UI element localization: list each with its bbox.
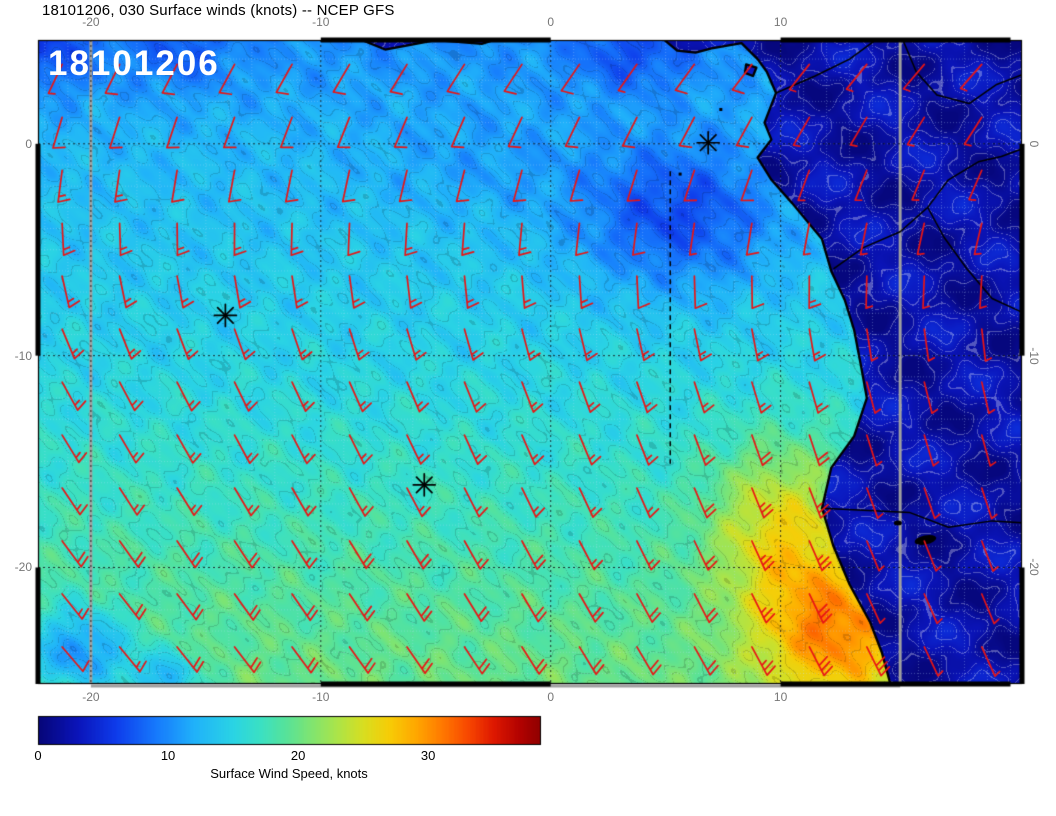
colorbar-tick-0: 0 xyxy=(34,748,42,763)
lon-tick-bottom-2: 0 xyxy=(547,690,555,704)
lat-tick-left-1: -10 xyxy=(14,348,32,363)
lon-tick-bottom-3: 10 xyxy=(773,690,788,704)
lat-tick-right-1: -10 xyxy=(1027,346,1041,365)
lat-tick-left-2: -20 xyxy=(14,560,32,575)
lat-tick-right-2: -20 xyxy=(1027,558,1041,577)
colorbar-tick-3: 30 xyxy=(420,748,436,763)
lat-tick-left-0: 0 xyxy=(25,136,32,151)
date-stamp-overlay: 18101206 xyxy=(48,44,220,83)
lon-tick-top-0: -20 xyxy=(82,15,100,29)
page-title: 18101206, 030 Surface winds (knots) -- N… xyxy=(42,2,395,19)
lat-tick-right-0: 0 xyxy=(1027,140,1041,148)
lon-tick-top-3: 10 xyxy=(773,15,788,29)
lon-tick-top-2: 0 xyxy=(547,15,555,29)
colorbar-caption: Surface Wind Speed, knots xyxy=(210,766,368,781)
lon-tick-top-1: -10 xyxy=(312,15,330,29)
lon-tick-bottom-1: -10 xyxy=(312,690,330,704)
colorbar-tick-2: 20 xyxy=(290,748,306,763)
colorbar-tick-1: 10 xyxy=(160,748,176,763)
lon-tick-bottom-0: -20 xyxy=(82,690,100,704)
